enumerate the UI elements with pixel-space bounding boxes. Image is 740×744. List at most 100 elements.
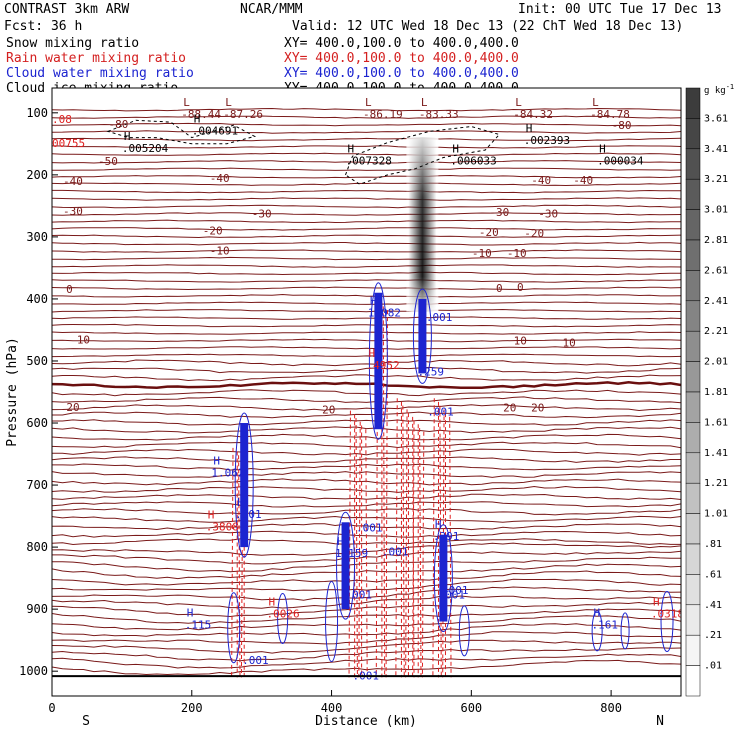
- colorbar-unit: g kg-1: [704, 83, 734, 96]
- extremum-marker: H: [269, 595, 276, 608]
- rain-contour: [358, 421, 361, 678]
- cloud-water-core: [240, 423, 249, 548]
- isotherm-line: [52, 485, 681, 493]
- direction-south: S: [82, 714, 90, 729]
- extremum-value: .3808: [206, 520, 239, 533]
- colorbar-segment: [685, 665, 701, 697]
- colorbar-label: .81: [704, 539, 722, 550]
- extremum-value: .4952: [367, 359, 400, 372]
- isotherm-label: -40: [63, 175, 83, 188]
- isotherm-line: [52, 456, 681, 464]
- cloud-water-cell: [591, 610, 603, 652]
- cloud-water-outline: [368, 282, 388, 440]
- isotherm-line: [52, 293, 681, 298]
- colorbar-label: 2.81: [704, 235, 728, 246]
- isotherm-line: [52, 653, 681, 669]
- colorbar-label: 3.41: [704, 144, 728, 155]
- cloud-water-contours: [227, 282, 674, 664]
- isotherm-line: [52, 374, 681, 382]
- isotherm-line: [52, 264, 681, 268]
- x-axis: 0 200 400 600 800: [48, 690, 622, 715]
- isotherm-label: 20: [66, 401, 79, 414]
- colorbar-label: 3.21: [704, 174, 728, 185]
- isotherm-label: -10: [507, 247, 527, 260]
- header-init: Init: 00 UTC Tue 17 Dec 13: [518, 2, 722, 17]
- isotherm-label: 0: [517, 281, 524, 294]
- x-axis-label: Distance (km): [315, 714, 417, 729]
- extremum-value: .115: [185, 619, 212, 632]
- cloud-water-core: [374, 292, 383, 430]
- extremum-value: .001: [438, 589, 465, 602]
- cloud-water-outline: [412, 288, 432, 384]
- extremum-value: .001: [242, 654, 269, 667]
- colorbar-label: 2.21: [704, 326, 728, 337]
- colorbar-segment: [685, 574, 701, 606]
- extremum-value: .006033: [450, 154, 496, 167]
- header-title: CONTRAST 3km ARW: [4, 2, 129, 17]
- isotherm-label: 10: [563, 336, 576, 349]
- isotherm-label: -80: [612, 119, 632, 132]
- x-tick-label: 400: [321, 701, 343, 715]
- isotherm-line: [52, 411, 681, 419]
- colorbar-label: .61: [704, 569, 722, 580]
- isotherm-line: [52, 346, 681, 350]
- isotherm-line: [52, 419, 681, 426]
- colorbar-label: 2.61: [704, 265, 728, 276]
- isotherm-line: [52, 256, 681, 261]
- extremum-marker: H: [653, 595, 660, 608]
- colorbar-segment: [685, 87, 701, 119]
- colorbar-label: .01: [704, 661, 722, 672]
- extremum-value: .005204: [122, 142, 169, 155]
- extremum-value: .08: [52, 113, 72, 126]
- x-tick-label: 800: [600, 701, 622, 715]
- extremum-value: .259: [418, 365, 445, 378]
- y-tick-label: 1000: [19, 664, 48, 678]
- isotherm-line: [52, 647, 681, 662]
- colorbar-label: 1.21: [704, 478, 728, 489]
- colorbar-segment: [685, 178, 701, 210]
- snow-field: [106, 119, 501, 312]
- isotherm-line: [52, 219, 681, 224]
- colorbar-label: 2.01: [704, 357, 728, 368]
- isotherm-label: 10: [514, 335, 527, 348]
- extremum-value: -84.78: [590, 108, 630, 121]
- isotherm-line: [52, 130, 681, 134]
- extremum-marker: H: [348, 142, 355, 155]
- rain-contour: [421, 431, 425, 678]
- extremum-value: .0318: [651, 607, 684, 620]
- extremum-value: .001: [442, 584, 469, 597]
- extremum-marker: L: [225, 96, 232, 109]
- field-cloud-water-xy: XY= 400.0,100.0 to 400.0,400.0: [284, 66, 519, 81]
- y-axis: 100 200 300 400 500 600 700 800 900 1000: [19, 106, 58, 678]
- extremum-value: .161: [592, 619, 619, 632]
- isotherm-line: [52, 204, 681, 209]
- isotherm-label: -10: [210, 245, 230, 258]
- isotherm-line: [52, 353, 681, 358]
- field-rain-xy: XY= 400.0,100.0 to 400.0,400.0: [284, 51, 519, 66]
- isotherm-lines: [52, 107, 681, 676]
- header-forecast: Fcst: 36 h: [4, 19, 82, 34]
- extremum-marker: L: [421, 96, 428, 109]
- extremum-value: -88.44: [181, 108, 221, 121]
- isotherm-line: [52, 515, 681, 523]
- isotherm-line: [52, 463, 681, 471]
- extremum-marker: H: [194, 113, 201, 126]
- colorbar-label: 3.01: [704, 205, 728, 216]
- isotherm-line: [52, 448, 681, 456]
- y-tick-label: 100: [26, 106, 48, 120]
- isotherm-line: [52, 359, 681, 367]
- rain-contour: [348, 410, 351, 678]
- extremum-value: .007328: [346, 154, 392, 167]
- rain-contour: [402, 405, 405, 678]
- extremum-value: 1.062: [211, 467, 244, 480]
- extremum-value: 1.082: [368, 306, 401, 319]
- colorbar: g kg-1 3.61 3.41 3.21 3.01 2.81 2.61 2.41 2.21 2…: [685, 83, 734, 697]
- colorbar-segment: [685, 270, 701, 302]
- cloud-water-core: [439, 534, 448, 622]
- extremum-marker: H: [594, 607, 601, 620]
- extremum-marker: H: [526, 122, 533, 135]
- isotherm-label: -30: [538, 207, 558, 220]
- isotherm-label: -20: [524, 227, 544, 240]
- cloud-water-cell: [277, 592, 289, 644]
- isotherm-label: -50: [98, 155, 118, 168]
